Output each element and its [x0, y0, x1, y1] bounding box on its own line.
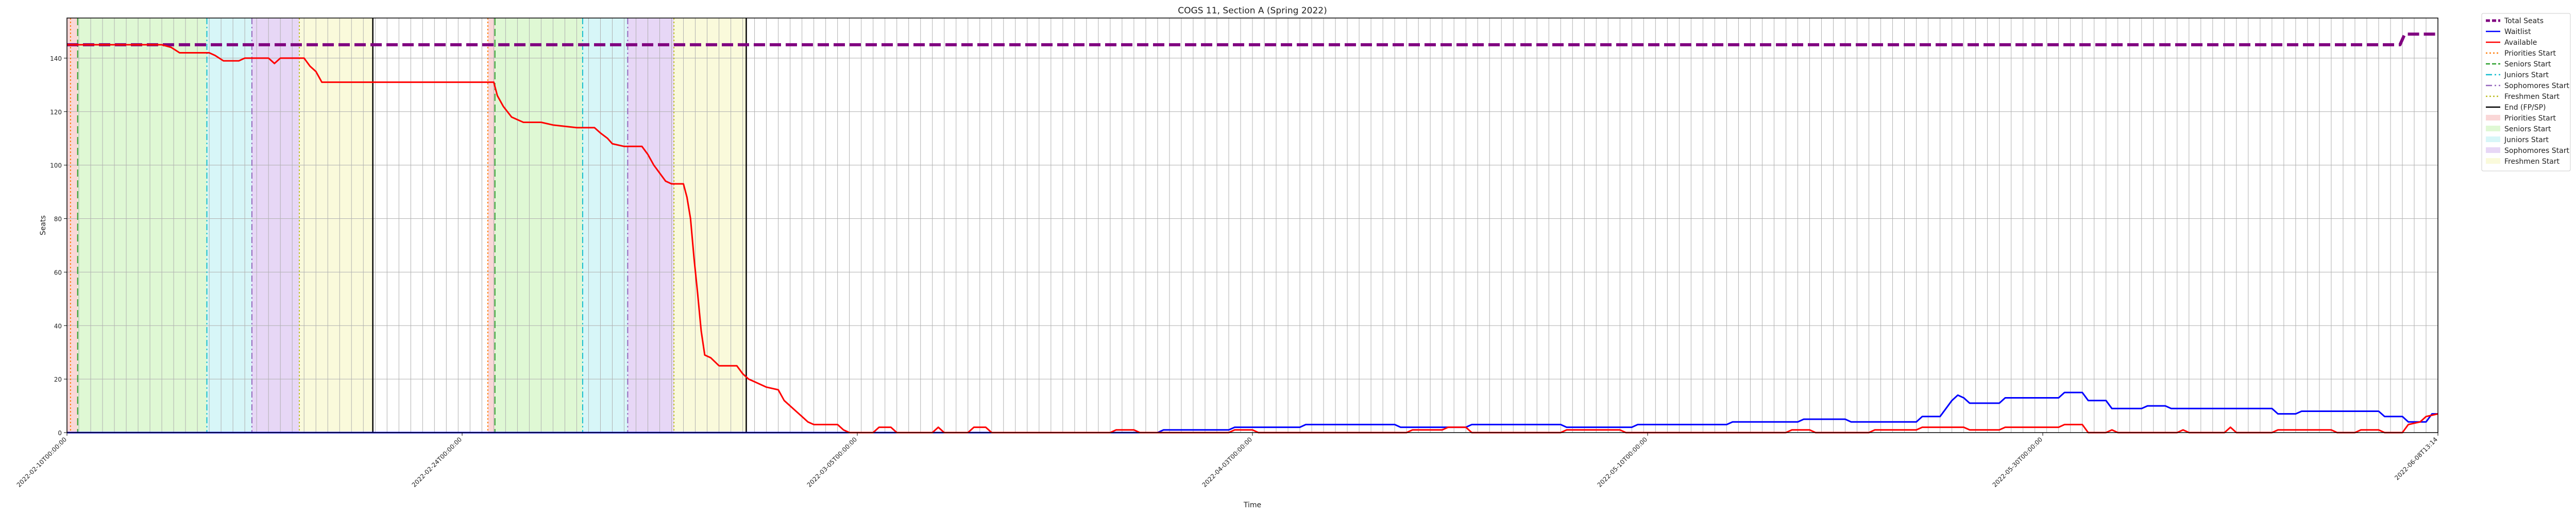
phase-band-4	[299, 18, 373, 433]
x-tick-label: 2022-04-03T00:00:00	[1201, 436, 1254, 489]
legend: Total Seats Waitlist Available Priorities S…	[2481, 13, 2571, 171]
legend-label-0: Total Seats	[2504, 17, 2544, 25]
phase-band-2	[207, 18, 252, 433]
y-tick-labels: 0 20 40 60 80 100 120 140	[50, 55, 67, 437]
legend-swatch-13	[2486, 158, 2500, 164]
phase-band-3	[251, 18, 299, 433]
chart-title: COGS 11, Section A (Spring 2022)	[1178, 6, 1327, 16]
legend-label-3: Priorities Start	[2504, 49, 2556, 58]
legend-label-4: Seniors Start	[2504, 60, 2551, 68]
x-tick-labels: 2022-02-10T00:00:00 2022-02-24T00:00:00 20…	[15, 433, 2439, 489]
phase-bands	[67, 18, 747, 433]
phase-band-5	[487, 18, 495, 433]
phase-band-9	[674, 18, 747, 433]
legend-label-13: Freshmen Start	[2504, 158, 2560, 166]
x-tick-label: 2022-06-08T13:14	[2393, 436, 2439, 482]
legend-label-11: Juniors Start	[2504, 136, 2549, 144]
phase-band-7	[582, 18, 628, 433]
grid	[66, 18, 2438, 433]
series-waitlist	[67, 391, 2438, 434]
legend-label-5: Juniors Start	[2504, 71, 2549, 79]
phase-band-0	[67, 18, 78, 433]
legend-label-10: Seniors Start	[2504, 125, 2551, 133]
x-tick-label: 2022-02-10T00:00:00	[15, 436, 69, 489]
phase-band-1	[77, 18, 207, 433]
y-tick-label: 140	[50, 55, 62, 62]
y-tick-label: 20	[54, 376, 62, 383]
phase-band-8	[628, 18, 674, 433]
x-tick-label: 2022-05-30T00:00:00	[1991, 436, 2044, 489]
y-axis-label: Seats	[39, 215, 47, 235]
legend-swatch-10	[2486, 126, 2500, 131]
legend-label-8: End (FP/SP)	[2504, 104, 2546, 112]
x-tick-label: 2022-02-24T00:00:00	[411, 436, 464, 489]
y-tick-label: 0	[58, 430, 62, 437]
legend-label-9: Priorities Start	[2504, 114, 2556, 123]
y-tick-label: 80	[54, 216, 62, 223]
legend-label-6: Sophomores Start	[2504, 82, 2569, 90]
legend-box	[2481, 13, 2571, 171]
y-tick-label: 100	[50, 162, 62, 169]
legend-label-12: Sophomores Start	[2504, 147, 2569, 155]
legend-swatch-11	[2486, 136, 2500, 142]
series-total-seats	[67, 32, 2438, 46]
x-tick-label: 2022-03-05T00:00:00	[806, 436, 859, 489]
x-tick-label: 2022-05-10T00:00:00	[1596, 436, 1649, 489]
legend-swatch-12	[2486, 147, 2500, 153]
legend-label-1: Waitlist	[2504, 28, 2531, 36]
legend-swatch-9	[2486, 115, 2500, 121]
phase-band-6	[495, 18, 583, 433]
y-tick-label: 60	[54, 269, 62, 276]
y-tick-label: 120	[50, 109, 62, 116]
legend-label-7: Freshmen Start	[2504, 93, 2560, 101]
legend-label-2: Available	[2504, 39, 2537, 47]
y-tick-label: 40	[54, 322, 62, 330]
x-axis-label: Time	[1243, 501, 1261, 509]
